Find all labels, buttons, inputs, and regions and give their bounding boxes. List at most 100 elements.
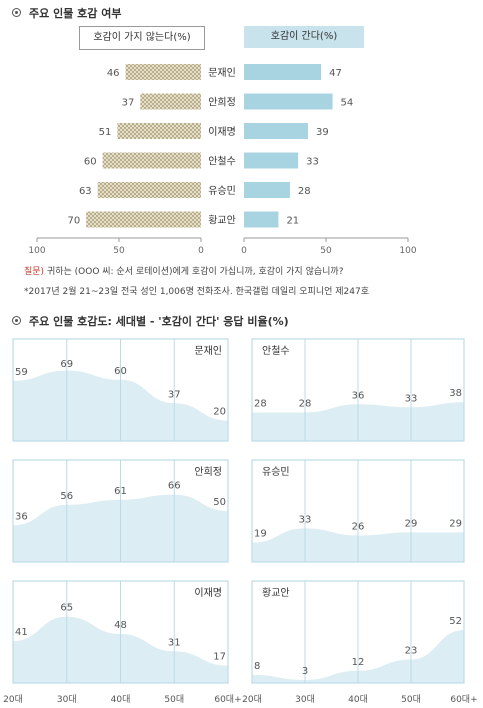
pos-value-label: 28: [298, 186, 311, 197]
circle-bullet-icon: [12, 8, 21, 17]
data-value-label: 3: [302, 666, 308, 677]
category-label: 안희정: [208, 97, 236, 109]
pos-bar: [244, 182, 290, 198]
data-value-label: 36: [352, 390, 365, 401]
panel-frame: [251, 459, 465, 563]
question-note: 질문) 귀하는 (OOO 씨: 순서 로테이션)에게 호감이 가십니까, 호감이…: [24, 267, 344, 277]
x-tick-label: 40대: [348, 694, 368, 705]
data-value-label: 52: [449, 616, 462, 627]
area-panel: 이재명 41 65 48 31 17: [12, 580, 229, 684]
panel-frame: [12, 580, 229, 684]
axis-tick-label: 0: [241, 246, 247, 256]
area-panel: 안희정 36 56 61 66 50: [12, 459, 229, 563]
negative-legend-label: 호감이 가지 않는다(%): [79, 26, 205, 50]
data-value-label: 17: [213, 652, 226, 663]
category-label: 유승민: [208, 185, 236, 197]
neg-value-label: 60: [84, 157, 97, 168]
panel-frame: [12, 338, 229, 442]
x-tick-label: 20대: [3, 694, 23, 705]
panel-name-label: 황교안: [262, 587, 290, 599]
favorability-bar-chart: 46 47 문재인 37 54 안희정 51 39 이재명 60 33 안철수 63 28 유승민 70 21 황…: [28, 64, 417, 256]
pos-bar: [244, 64, 322, 80]
panel-name-label: 안철수: [262, 345, 290, 357]
data-value-label: 29: [405, 518, 418, 529]
x-tick-label: 50대: [401, 694, 421, 705]
neg-value-label: 37: [122, 98, 135, 109]
circle-bullet-icon: [12, 316, 21, 325]
area-panel: 안철수 28 28 36 33 38: [251, 338, 465, 442]
pos-value-label: 21: [286, 216, 299, 227]
x-tick-label: 60대+: [450, 694, 477, 705]
panel-name-label: 유승민: [262, 466, 290, 478]
data-value-label: 56: [60, 491, 73, 502]
data-value-label: 61: [114, 486, 127, 497]
data-value-label: 66: [168, 481, 181, 492]
data-value-label: 69: [60, 359, 73, 370]
data-value-label: 65: [60, 603, 73, 614]
section2-title: 주요 인물 호감도: 세대별 - '호감이 간다' 응답 비율(%): [12, 313, 289, 329]
section1-title: 주요 인물 호감 여부: [12, 5, 121, 21]
pos-value-label: 33: [306, 157, 319, 168]
pos-bar: [244, 211, 279, 228]
panel-name-label: 문재인: [194, 345, 222, 357]
data-value-label: 28: [299, 398, 312, 409]
pos-value-label: 39: [316, 127, 329, 138]
data-value-label: 48: [114, 620, 127, 631]
source-note: *2017년 2월 21~23일 전국 성인 1,006명 전화조사. 한국갤럽…: [24, 287, 369, 297]
pos-bar: [244, 152, 299, 169]
panel-frame: [251, 338, 465, 442]
data-value-label: 41: [15, 627, 28, 638]
data-value-label: 50: [213, 497, 226, 508]
neg-bar: [97, 182, 201, 198]
data-value-label: 29: [449, 518, 462, 529]
data-value-label: 59: [15, 367, 28, 378]
data-value-label: 38: [449, 388, 462, 399]
x-tick-label: 30대: [295, 694, 315, 705]
panel-frame: [12, 459, 229, 563]
axis-tick-label: 100: [399, 246, 416, 256]
neg-bar: [86, 211, 201, 228]
panel-name-label: 이재명: [194, 587, 222, 599]
neg-value-label: 63: [79, 186, 92, 197]
pos-bar: [244, 93, 333, 110]
data-value-label: 60: [114, 366, 127, 377]
data-value-label: 20: [213, 407, 226, 418]
area-panel: 황교안 8 3 12 23 52: [251, 580, 465, 684]
neg-bar: [140, 93, 201, 110]
neg-value-label: 51: [99, 127, 112, 138]
data-value-label: 36: [15, 511, 28, 522]
neg-bar: [117, 123, 201, 139]
data-value-label: 31: [168, 637, 181, 648]
neg-value-label: 46: [107, 68, 120, 79]
area-panel: 유승민 19 33 26 29 29: [251, 459, 465, 563]
data-value-label: 23: [405, 646, 418, 657]
x-tick-label: 50대: [164, 694, 184, 705]
category-label: 이재명: [208, 126, 236, 138]
data-value-label: 8: [254, 661, 260, 672]
axis-tick-label: 50: [320, 246, 332, 256]
category-label: 문재인: [208, 67, 236, 79]
x-tick-label: 40대: [111, 694, 131, 705]
data-value-label: 37: [168, 389, 181, 400]
x-tick-label: 20대: [242, 694, 262, 705]
panel-name-label: 안희정: [194, 466, 222, 478]
category-label: 황교안: [208, 215, 236, 227]
pos-bar: [244, 123, 308, 139]
x-tick-label: 60대+: [214, 694, 241, 705]
data-value-label: 19: [254, 529, 267, 540]
positive-legend-label: 호감이 간다(%): [244, 26, 364, 48]
axis-tick-label: 100: [28, 246, 45, 256]
neg-bar: [125, 64, 201, 80]
data-value-label: 26: [352, 521, 365, 532]
data-value-label: 33: [299, 514, 312, 525]
pos-value-label: 47: [329, 68, 342, 79]
data-value-label: 33: [405, 393, 418, 404]
axis-tick-label: 0: [198, 246, 204, 256]
data-value-label: 28: [254, 398, 267, 409]
category-label: 안철수: [208, 156, 236, 168]
area-panel: 문재인 59 69 60 37 20: [12, 338, 229, 442]
data-value-label: 12: [352, 657, 365, 668]
x-tick-label: 30대: [57, 694, 77, 705]
axis-tick-label: 50: [113, 246, 125, 256]
